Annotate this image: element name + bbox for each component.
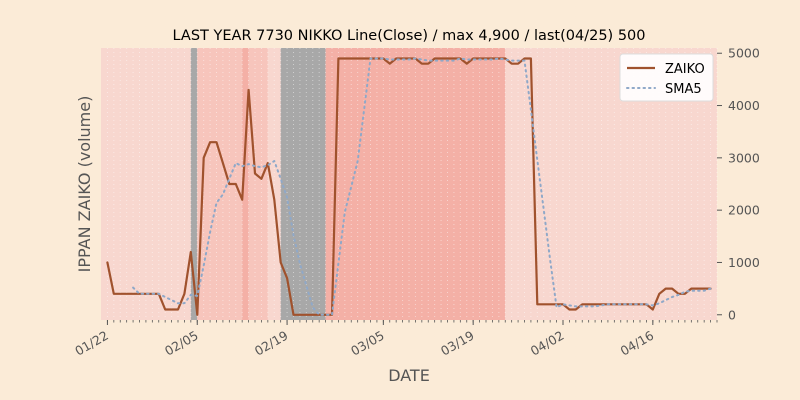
plot-area [101,48,718,320]
series-zaiko-line [106,57,712,316]
background-band-1 [107,48,191,320]
background-bands [107,48,717,320]
legend-box [619,53,714,102]
background-band-7 [280,48,326,320]
series-sma5-line [132,57,712,316]
series-layer [106,57,712,316]
y-axis-label: IPPAN ZAIKO (volume) [75,96,94,273]
y-tick-label: 2000 [728,203,760,218]
legend-label-zaiko: ZAIKO [665,62,705,77]
y-tick-label: 5000 [728,46,760,61]
y-tick-label: 1000 [728,255,760,270]
background-band-4 [242,48,249,320]
legend-label-sma5: SMA5 [665,82,702,97]
y-axis: 0 1000 2000 3000 4000 5000 [717,46,760,322]
background-band-8 [325,48,506,320]
y-tick-label: 0 [728,307,736,322]
y-tick-label: 4000 [728,98,760,113]
x-axis-label: DATE [388,366,430,385]
y-tick-label: 3000 [728,150,760,165]
background-band-6 [267,48,281,320]
chart-title: LAST YEAR 7730 NIKKO Line(Close) / max 4… [173,28,646,44]
legend: ZAIKO SMA5 [619,53,714,102]
background-band-5 [248,48,268,320]
background-band-2 [190,48,198,320]
